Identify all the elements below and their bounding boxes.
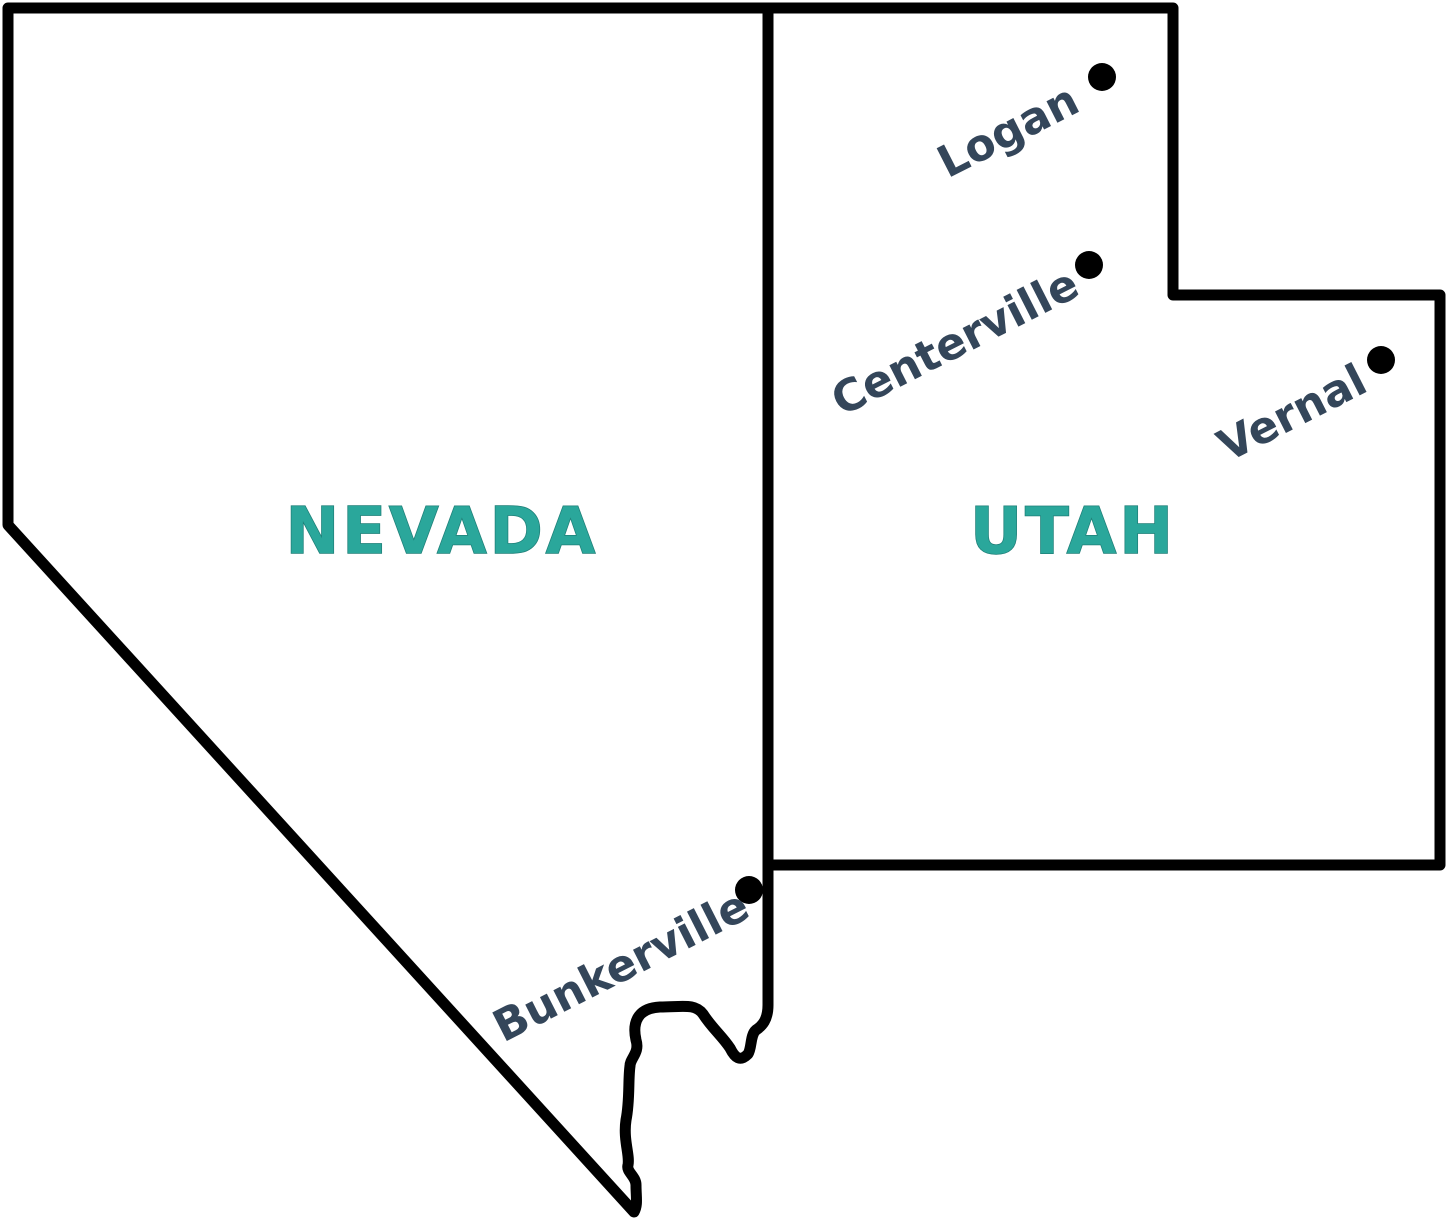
- city-marker-vernal: [1367, 346, 1395, 374]
- nevada-border: [2, 2, 774, 1218]
- state-label-utah: UTAH: [970, 495, 1176, 569]
- city-marker-centerville: [1075, 251, 1103, 279]
- utah-border: [762, 2, 1446, 871]
- city-marker-bunkerville: [735, 876, 763, 904]
- state-label-nevada: NEVADA: [286, 495, 599, 569]
- city-marker-logan: [1088, 63, 1116, 91]
